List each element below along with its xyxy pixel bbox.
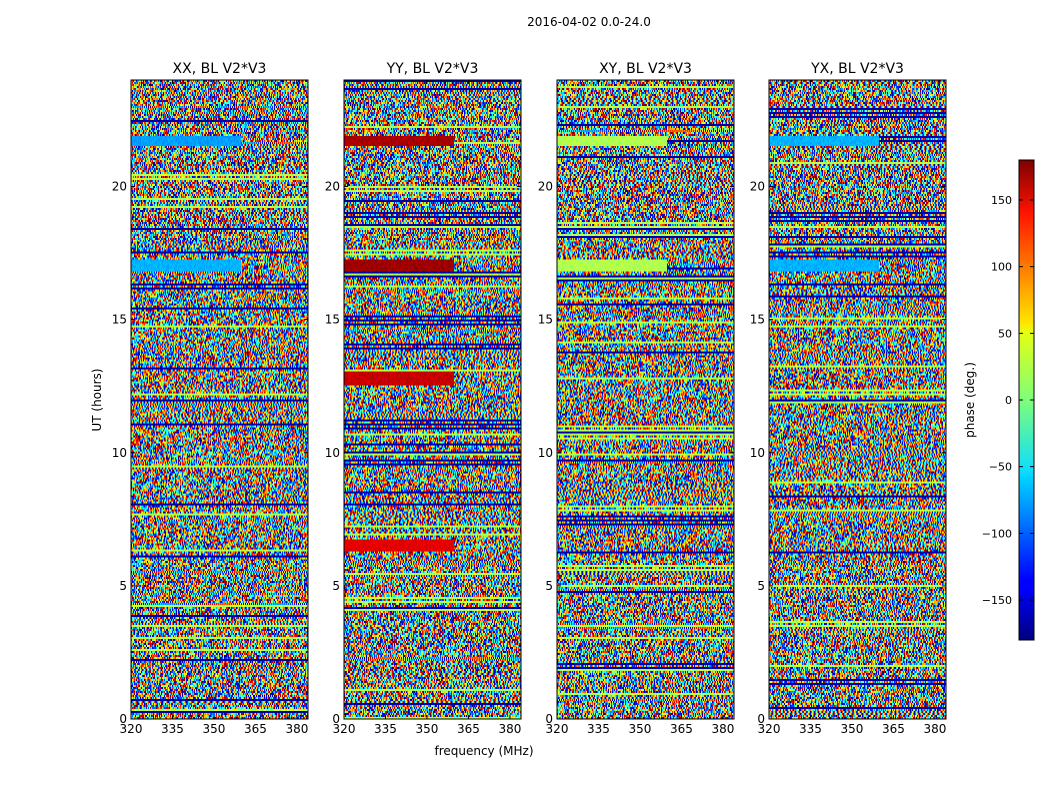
panel-frame bbox=[768, 79, 947, 720]
panel-3: XY, BL V2*V3 320 335 350 365 380 0 5 10 15 20 bbox=[538, 61, 735, 736]
x-tick-label: 320 bbox=[546, 722, 569, 736]
x-tick-label: 365 bbox=[882, 722, 905, 736]
y-tick-label: 0 bbox=[119, 712, 127, 726]
x-tick-label: 335 bbox=[587, 722, 610, 736]
colorbar-tick-label: 50 bbox=[998, 327, 1012, 340]
heatmap-image bbox=[344, 80, 521, 719]
colorbar-ticks: 150 100 50 0 −50 −100 −150 bbox=[982, 194, 1034, 607]
panel-title: YX, BL V2*V3 bbox=[810, 61, 904, 77]
y-tick-label: 20 bbox=[538, 180, 553, 194]
y-tick-label: 0 bbox=[757, 712, 765, 726]
heatmap-image bbox=[131, 80, 308, 719]
colorbar-tick-label: −50 bbox=[989, 461, 1012, 474]
x-tick-label: 350 bbox=[203, 722, 226, 736]
panel-title: XY, BL V2*V3 bbox=[599, 61, 692, 77]
colorbar-tick-label: 100 bbox=[991, 261, 1012, 274]
y-tick-label: 15 bbox=[325, 313, 340, 327]
x-tick-label: 350 bbox=[629, 722, 652, 736]
heatmap-image bbox=[769, 80, 946, 719]
x-tick-label: 320 bbox=[120, 722, 143, 736]
x-tick-label: 335 bbox=[799, 722, 822, 736]
x-tick-label: 335 bbox=[374, 722, 397, 736]
colorbar-tick-label: −150 bbox=[982, 594, 1012, 607]
x-tick-label: 365 bbox=[670, 722, 693, 736]
x-axis-label: frequency (MHz) bbox=[434, 744, 533, 758]
y-tick-label: 5 bbox=[757, 579, 765, 593]
y-tick-label: 15 bbox=[750, 313, 765, 327]
x-tick-label: 320 bbox=[758, 722, 781, 736]
heatmap-image bbox=[557, 80, 734, 719]
panel-4: YX, BL V2*V3 320 335 350 365 380 0 5 10 15 20 bbox=[750, 61, 947, 736]
y-tick-label: 20 bbox=[750, 180, 765, 194]
y-tick-label: 5 bbox=[332, 579, 340, 593]
colorbar-tick-label: 150 bbox=[991, 194, 1012, 207]
y-tick-label: 10 bbox=[750, 446, 765, 460]
x-tick-label: 380 bbox=[711, 722, 734, 736]
x-tick-label: 320 bbox=[333, 722, 356, 736]
y-tick-label: 20 bbox=[325, 180, 340, 194]
colorbar: phase (deg.) 150 100 50 0 −50 −100 −150 bbox=[963, 159, 1035, 641]
panel-2: YY, BL V2*V3 320 335 350 365 380 0 5 10 15 20 bbox=[325, 61, 522, 736]
x-tick-label: 380 bbox=[923, 722, 946, 736]
panel-frame bbox=[556, 79, 735, 720]
y-axis-label: UT (hours) bbox=[90, 368, 104, 431]
y-tick-label: 10 bbox=[112, 446, 127, 460]
y-tick-label: 0 bbox=[545, 712, 553, 726]
panel-frame bbox=[130, 79, 309, 720]
panel-title: YY, BL V2*V3 bbox=[386, 61, 479, 77]
figure-suptitle: 2016-04-02 0.0-24.0 bbox=[527, 15, 651, 29]
panel-title: XX, BL V2*V3 bbox=[173, 61, 267, 77]
x-tick-label: 350 bbox=[841, 722, 864, 736]
y-tick-label: 15 bbox=[112, 313, 127, 327]
x-tick-label: 365 bbox=[457, 722, 480, 736]
x-tick-label: 380 bbox=[498, 722, 521, 736]
x-tick-label: 365 bbox=[244, 722, 267, 736]
colorbar-label: phase (deg.) bbox=[963, 362, 977, 438]
y-tick-label: 10 bbox=[538, 446, 553, 460]
y-tick-label: 15 bbox=[538, 313, 553, 327]
x-tick-label: 335 bbox=[161, 722, 184, 736]
y-tick-label: 0 bbox=[332, 712, 340, 726]
x-tick-label: 350 bbox=[416, 722, 439, 736]
y-tick-label: 5 bbox=[545, 579, 553, 593]
colorbar-tick-label: −100 bbox=[982, 527, 1012, 540]
panel-1: XX, BL V2*V3 320 335 350 365 380 0 5 10 15 20 bbox=[112, 61, 309, 736]
x-tick-label: 380 bbox=[285, 722, 308, 736]
y-tick-label: 5 bbox=[119, 579, 127, 593]
colorbar-tick-label: 0 bbox=[1005, 394, 1012, 407]
panel-frame bbox=[343, 79, 522, 720]
y-tick-label: 20 bbox=[112, 180, 127, 194]
y-tick-label: 10 bbox=[325, 446, 340, 460]
